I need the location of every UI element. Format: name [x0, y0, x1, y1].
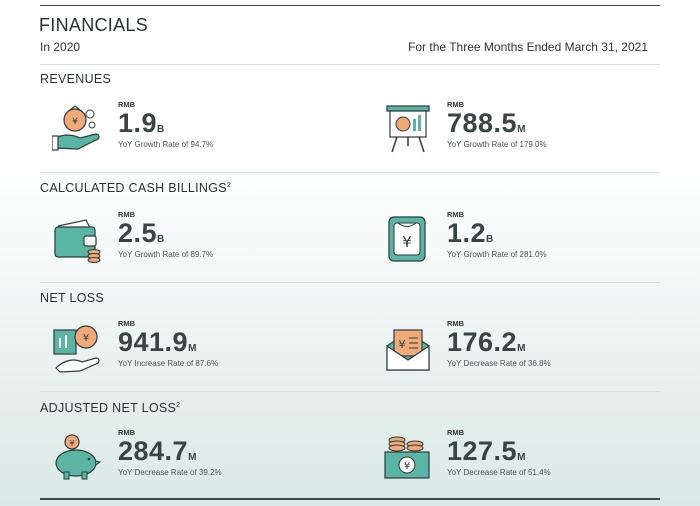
money-bag-hand-icon: ¥ — [52, 104, 102, 154]
svg-text:¥: ¥ — [83, 333, 89, 344]
section-title-adjusted-net-loss: ADJUSTED NET LOSS2 — [40, 401, 181, 415]
currency-label: RMB — [118, 100, 136, 109]
metric-net-loss-2020: RMB 941.9M YoY Increase Rate of 87.6% — [118, 319, 358, 379]
divider — [40, 172, 660, 173]
top-rule — [40, 5, 660, 6]
metric-note: YoY Increase Rate of 87.6% — [118, 359, 219, 368]
yuan-tag-icon: ¥ — [383, 214, 433, 264]
metric-value: 1.2B — [447, 218, 494, 248]
metric-value: 941.9M — [118, 327, 197, 357]
currency-label: RMB — [447, 428, 465, 437]
cash-coins-icon: ¥ — [383, 432, 433, 482]
svg-text:¥: ¥ — [404, 461, 410, 472]
page-title: FINANCIALS — [39, 15, 149, 35]
metric-value: 2.5B — [118, 218, 165, 248]
metric-value: 1.9B — [118, 108, 165, 138]
metric-note: YoY Decrease Rate of 39.2% — [118, 468, 222, 477]
currency-label: RMB — [118, 428, 136, 437]
metric-note: YoY Growth Rate of 89.7% — [118, 250, 214, 259]
period-right: For the Three Months Ended March 31, 202… — [408, 40, 648, 54]
metric-revenue-2020: RMB 1.9B YoY Growth Rate of 94.7% — [118, 100, 358, 160]
section-title-cash-billings: CALCULATED CASH BILLINGS2 — [40, 181, 232, 195]
metric-note: YoY Growth Rate of 179.0% — [447, 140, 547, 149]
svg-text:¥: ¥ — [399, 338, 406, 351]
metric-note: YoY Decrease Rate of 36.8% — [447, 359, 551, 368]
metric-net-loss-q1-2021: RMB 176.2M YoY Decrease Rate of 36.8% — [447, 319, 687, 379]
period-left: In 2020 — [40, 40, 81, 54]
divider — [40, 64, 660, 65]
svg-text:¥: ¥ — [402, 233, 412, 251]
metric-value: 284.7M — [118, 436, 197, 466]
metric-revenue-q1-2021: RMB 788.5M YoY Growth Rate of 179.0% — [447, 100, 687, 160]
metric-adjusted-net-loss-2020: RMB 284.7M YoY Decrease Rate of 39.2% — [118, 428, 358, 488]
svg-text:¥: ¥ — [72, 117, 78, 127]
metric-note: YoY Growth Rate of 94.7% — [118, 140, 214, 149]
metric-value: 127.5M — [447, 436, 526, 466]
currency-label: RMB — [118, 319, 136, 328]
hand-coin-chart-icon: ¥ — [52, 324, 102, 374]
metric-value: 788.5M — [447, 108, 526, 138]
metric-note: YoY Growth Rate of 281.0% — [447, 250, 547, 259]
svg-text:¥: ¥ — [69, 439, 74, 448]
metric-note: YoY Decrease Rate of 51.4% — [447, 468, 551, 477]
presentation-board-icon — [383, 104, 433, 154]
section-title-revenues: REVENUES — [40, 72, 112, 86]
currency-label: RMB — [118, 210, 136, 219]
section-title-net-loss: NET LOSS — [40, 291, 104, 305]
currency-label: RMB — [447, 319, 465, 328]
currency-label: RMB — [447, 210, 465, 219]
envelope-yuan-icon: ¥ — [383, 324, 433, 374]
metric-cash-billings-q1-2021: RMB 1.2B YoY Growth Rate of 281.0% — [447, 210, 687, 270]
metric-adjusted-net-loss-q1-2021: RMB 127.5M YoY Decrease Rate of 51.4% — [447, 428, 687, 488]
metric-cash-billings-2020: RMB 2.5B YoY Growth Rate of 89.7% — [118, 210, 358, 270]
piggy-bank-icon: ¥ — [52, 432, 102, 482]
divider — [40, 391, 660, 392]
wallet-icon — [52, 214, 102, 264]
currency-label: RMB — [447, 100, 465, 109]
divider — [40, 282, 660, 283]
metric-value: 176.2M — [447, 327, 526, 357]
bottom-rule — [40, 498, 660, 500]
